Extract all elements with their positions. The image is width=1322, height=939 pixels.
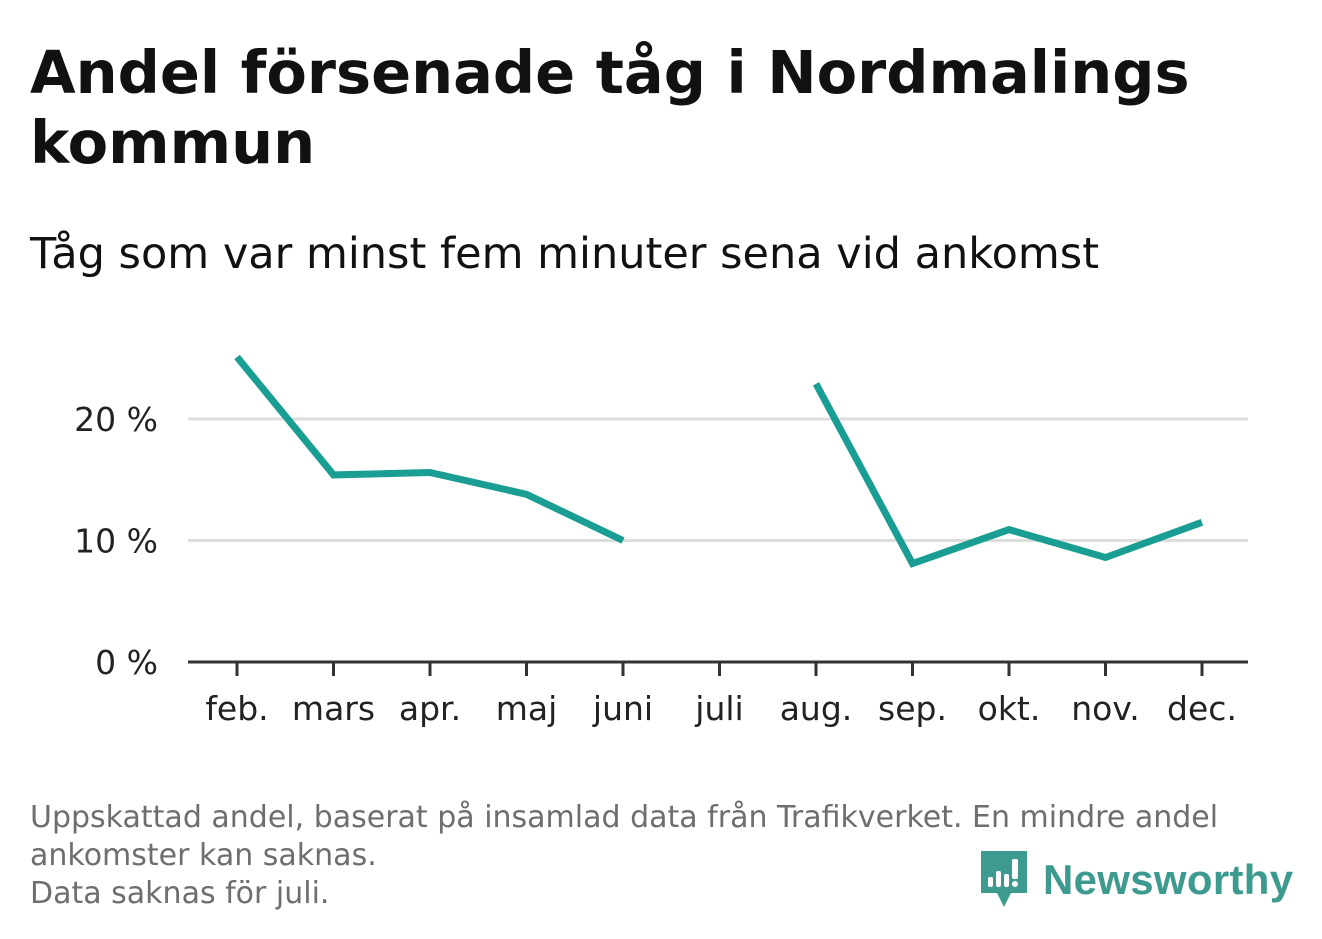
x-tick-label: feb. xyxy=(205,689,268,728)
x-tick-label: nov. xyxy=(1071,689,1140,728)
newsworthy-logo[interactable]: Newsworthy xyxy=(979,848,1293,912)
chart-subtitle: Tåg som var minst fem minuter sena vid a… xyxy=(30,229,1100,279)
footnote-line-3: Data saknas för juli. xyxy=(30,876,330,911)
y-axis-tick-labels: 0 % 10 % 20 % xyxy=(74,400,158,682)
series-lines xyxy=(234,354,1204,568)
x-tick-label: dec. xyxy=(1167,689,1237,728)
chart-footnote: Uppskattad andel, baserat på insamlad da… xyxy=(30,799,1280,913)
x-tick-label: juni xyxy=(592,689,653,728)
x-tick-label: juli xyxy=(694,689,743,728)
y-tick-label: 0 % xyxy=(95,643,158,682)
x-tick-label: sep. xyxy=(878,689,947,728)
series-line-segment xyxy=(812,382,1204,568)
x-axis-ticks: feb. mars apr. maj juni juli aug. sep. okt. nov. d… xyxy=(205,662,1237,728)
x-tick-label: aug. xyxy=(780,689,853,728)
x-tick-label: maj xyxy=(496,689,558,728)
line-chart: 0 % 10 % 20 % feb. mars apr. maj juni juli aug. s… xyxy=(74,354,1248,728)
x-tick-label: okt. xyxy=(978,689,1041,728)
x-tick-label: apr. xyxy=(399,689,461,728)
newsworthy-logo-icon xyxy=(981,851,1027,907)
footnote-line-2: ankomster kan saknas. xyxy=(30,838,377,873)
x-tick-label: mars xyxy=(292,689,375,728)
gridlines xyxy=(188,417,1248,542)
chart-title: Andel försenade tåg i Nordmalings kommun xyxy=(30,38,1190,177)
y-tick-label: 20 % xyxy=(74,400,158,439)
series-line-segment xyxy=(234,354,625,544)
y-tick-label: 10 % xyxy=(74,522,158,561)
footnote-line-1: Uppskattad andel, baserat på insamlad da… xyxy=(30,800,1219,835)
logo-text: Newsworthy xyxy=(1043,856,1294,903)
